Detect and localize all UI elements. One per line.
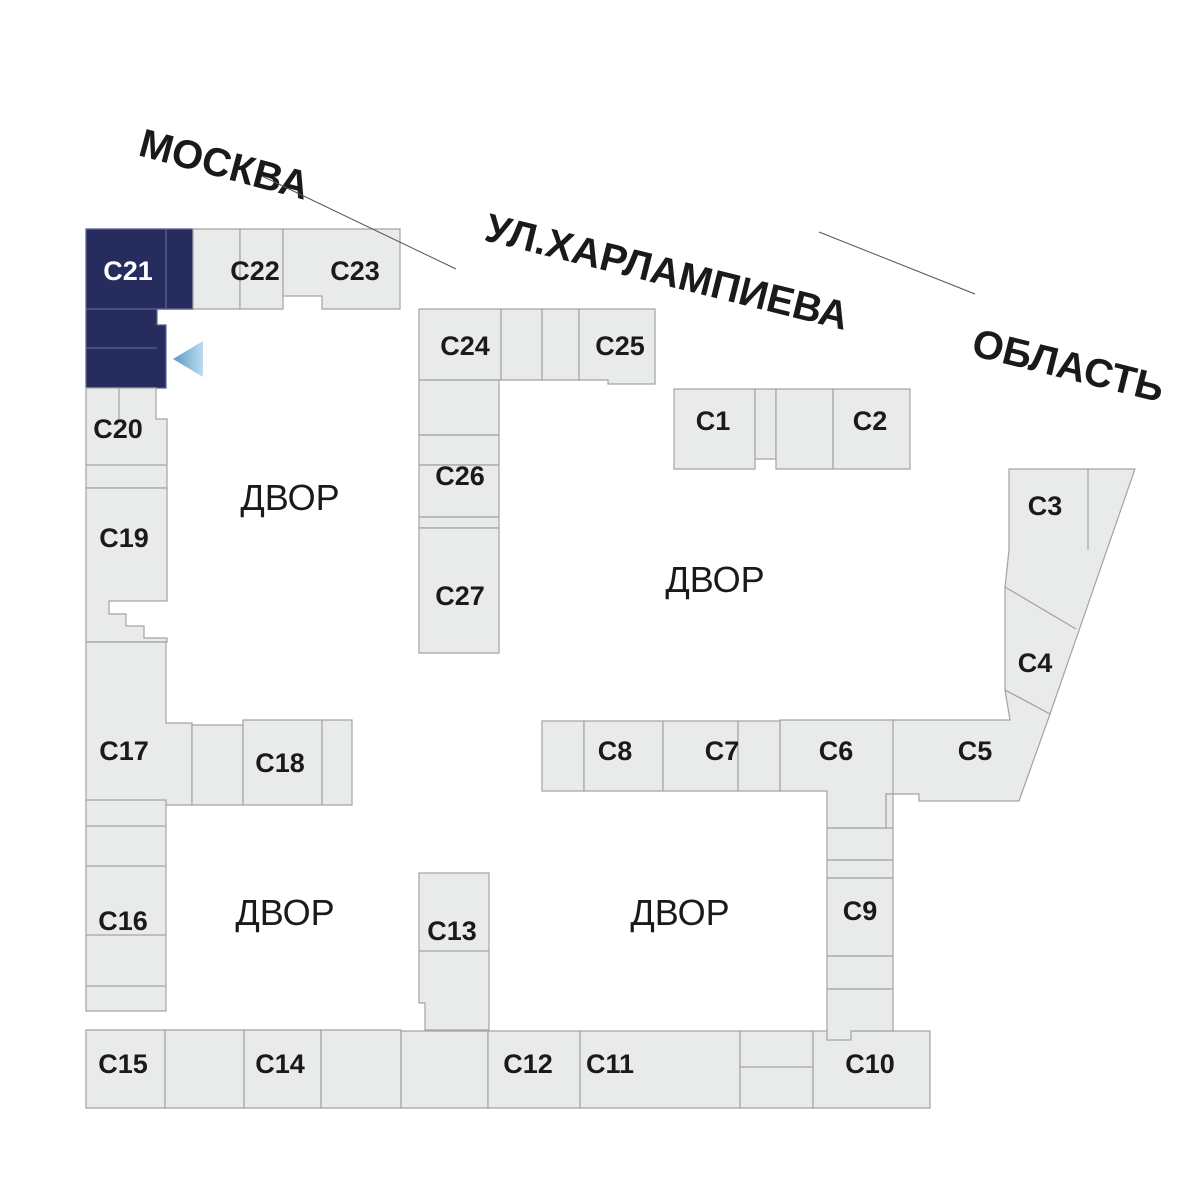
svg-text:C4: C4	[1018, 648, 1053, 678]
svg-text:C24: C24	[440, 331, 490, 361]
svg-text:C23: C23	[330, 256, 380, 286]
svg-text:C13: C13	[427, 916, 477, 946]
svg-text:C5: C5	[958, 736, 993, 766]
svg-text:C18: C18	[255, 748, 305, 778]
svg-text:C6: C6	[819, 736, 854, 766]
svg-text:МОСКВА: МОСКВА	[135, 121, 314, 208]
svg-text:C3: C3	[1028, 491, 1063, 521]
svg-text:ДВОР: ДВОР	[240, 477, 339, 518]
svg-text:C9: C9	[843, 896, 878, 926]
svg-text:C14: C14	[255, 1049, 305, 1079]
svg-text:ОБЛАСТЬ: ОБЛАСТЬ	[968, 321, 1169, 411]
svg-text:C25: C25	[595, 331, 645, 361]
svg-text:C12: C12	[503, 1049, 553, 1079]
svg-text:C22: C22	[230, 256, 280, 286]
svg-text:C16: C16	[98, 906, 148, 936]
svg-text:C27: C27	[435, 581, 485, 611]
svg-text:C17: C17	[99, 736, 149, 766]
svg-text:ДВОР: ДВОР	[665, 559, 764, 600]
svg-text:C1: C1	[696, 406, 731, 436]
svg-text:C11: C11	[586, 1049, 634, 1079]
svg-text:C8: C8	[598, 736, 633, 766]
svg-text:C2: C2	[853, 406, 888, 436]
svg-text:C26: C26	[435, 461, 485, 491]
svg-text:C20: C20	[93, 414, 143, 444]
svg-text:ДВОР: ДВОР	[630, 892, 729, 933]
svg-text:C10: C10	[845, 1049, 895, 1079]
svg-text:C21: C21	[103, 256, 153, 286]
svg-text:C7: C7	[705, 736, 740, 766]
svg-text:C19: C19	[99, 523, 149, 553]
svg-text:ДВОР: ДВОР	[235, 892, 334, 933]
svg-text:C15: C15	[98, 1049, 148, 1079]
